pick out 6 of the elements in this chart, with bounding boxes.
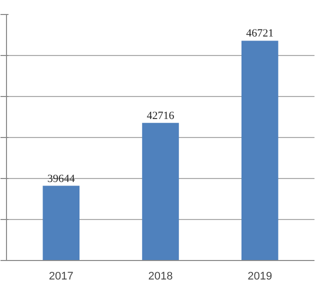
x-tick-label: 2019 [248, 270, 272, 282]
x-tick-label: 2017 [48, 270, 74, 282]
data-label: 46721 [246, 28, 274, 40]
x-tick-label: 2018 [148, 270, 173, 282]
data-label: 39644 [47, 172, 76, 185]
data-label: 42716 [146, 110, 175, 122]
